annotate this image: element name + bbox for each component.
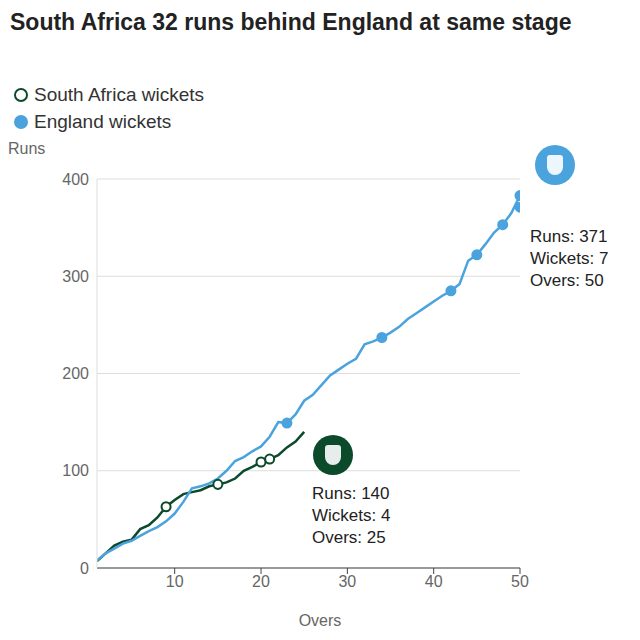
svg-text:20: 20 <box>252 573 270 590</box>
svg-text:30: 30 <box>338 573 356 590</box>
svg-text:200: 200 <box>62 365 89 382</box>
svg-text:100: 100 <box>62 462 89 479</box>
svg-text:0: 0 <box>80 560 89 577</box>
html-text:Runs: 140: Runs: 140 <box>312 484 390 503</box>
svg-text:10: 10 <box>166 573 184 590</box>
html-text:Wickets: 4: Wickets: 4 <box>312 506 391 525</box>
html-text:South Africa 32 runs behind En: South Africa 32 runs behind England at s… <box>10 9 572 35</box>
svg-text:50: 50 <box>511 573 529 590</box>
html-text:Runs: 371: Runs: 371 <box>530 227 608 246</box>
html-text:South Africa wickets: South Africa wickets <box>34 84 204 105</box>
svg-text:400: 400 <box>62 171 89 188</box>
html-text:Wickets: 7: Wickets: 7 <box>530 249 609 268</box>
svg-text:300: 300 <box>62 268 89 285</box>
svg-text:40: 40 <box>425 573 443 590</box>
html-text:Overs: 50: Overs: 50 <box>530 271 604 290</box>
html-text:England wickets: England wickets <box>34 111 172 132</box>
html-text:Runs: Runs <box>8 140 46 157</box>
html-text:Overs: 25: Overs: 25 <box>312 528 386 547</box>
html-text:Overs: Overs <box>298 612 342 629</box>
